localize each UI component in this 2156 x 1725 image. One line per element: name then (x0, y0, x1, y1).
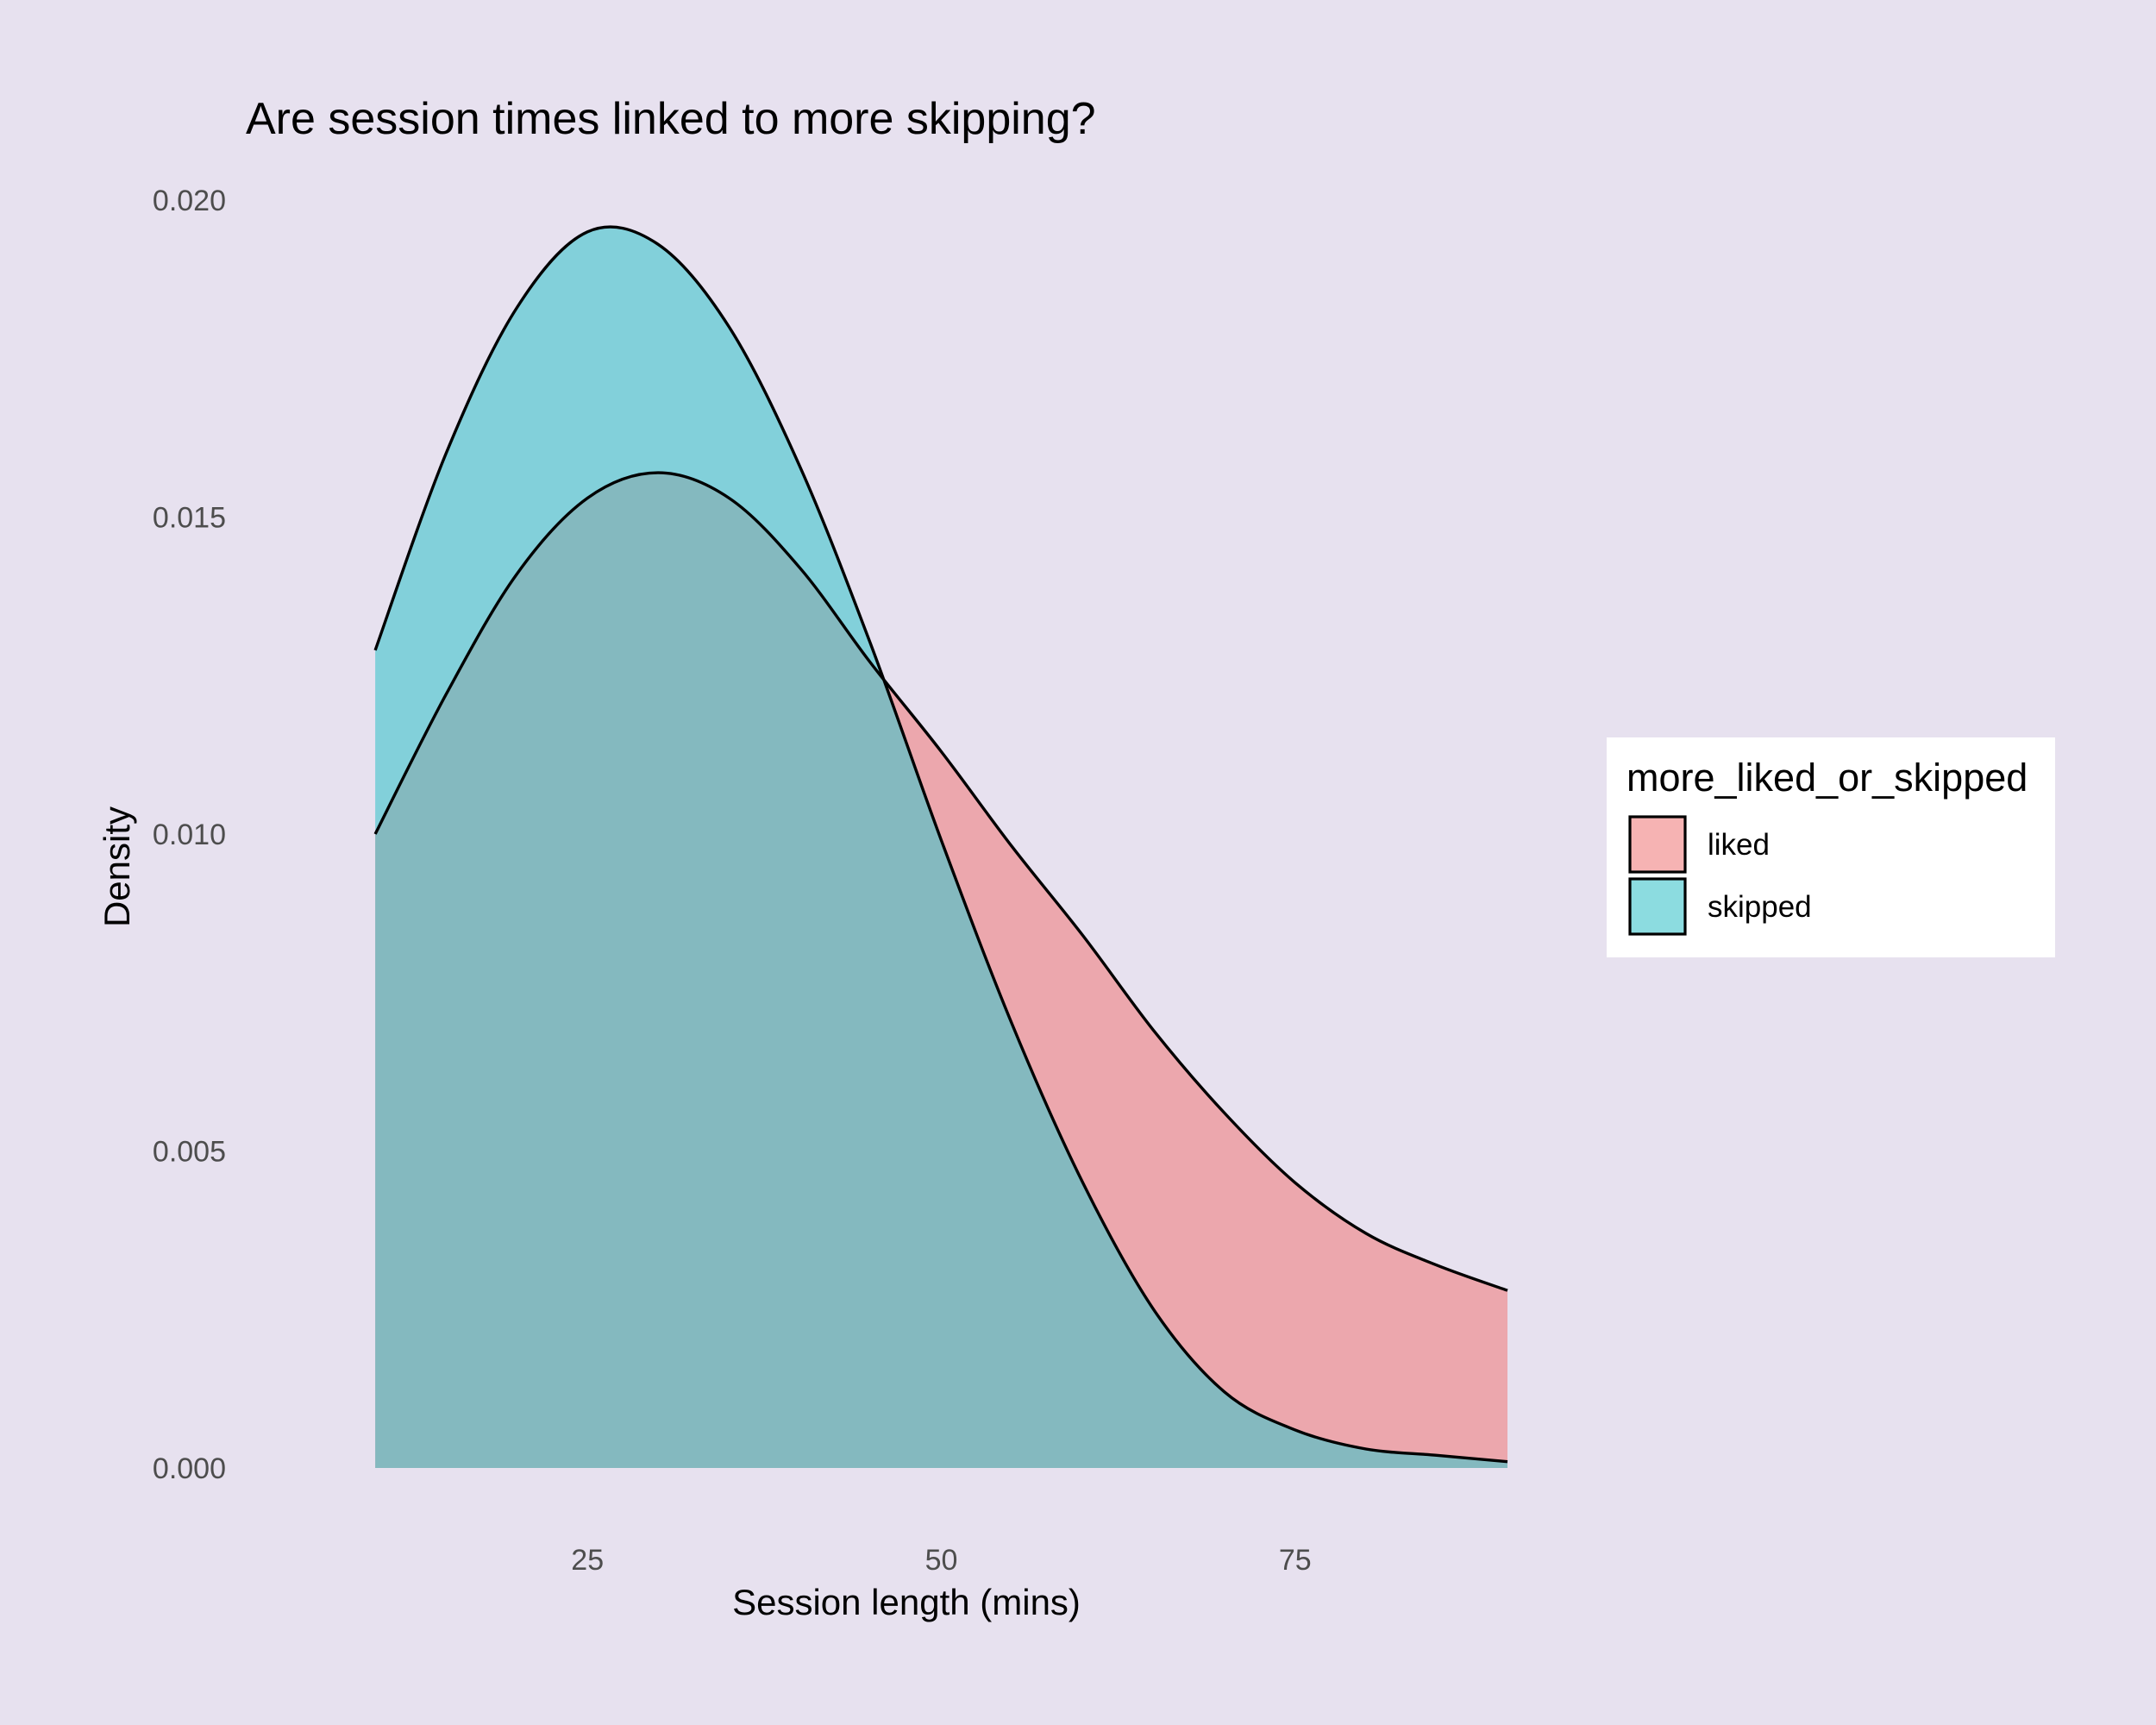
liked-density-curve (373, 471, 1508, 1292)
y-tick-label: 0.015 (153, 502, 226, 535)
legend-label-liked: liked (1708, 828, 1770, 862)
legend-key-liked (1628, 815, 1687, 874)
x-tick-label: 50 (925, 1544, 958, 1577)
x-tick-label: 75 (1279, 1544, 1312, 1577)
legend-title: more_liked_or_skipped (1626, 756, 2028, 800)
y-tick-label: 0.005 (153, 1136, 226, 1169)
x-tick-label: 25 (571, 1544, 604, 1577)
skipped-density-area (375, 227, 1508, 1468)
legend-key-skipped (1628, 877, 1687, 936)
y-tick-label: 0.020 (153, 185, 226, 217)
x-axis-title: Session length (mins) (732, 1582, 1081, 1622)
y-axis-title: Density (97, 806, 137, 927)
skipped-density-curve (373, 225, 1508, 1464)
x-axis-ticks: 25 50 75 (571, 1544, 1311, 1577)
legend-items: liked skipped (1628, 815, 1812, 936)
legend: more_liked_or_skipped liked skipped (1607, 737, 2055, 957)
chart-title: Are session times linked to more skippin… (246, 94, 1096, 144)
legend-label-skipped: skipped (1708, 890, 1812, 924)
y-axis-ticks: 0.000 0.005 0.010 0.015 0.020 (153, 185, 226, 1485)
density-areas (373, 225, 1508, 1468)
y-tick-label: 0.010 (153, 819, 226, 851)
y-tick-label: 0.000 (153, 1452, 226, 1485)
